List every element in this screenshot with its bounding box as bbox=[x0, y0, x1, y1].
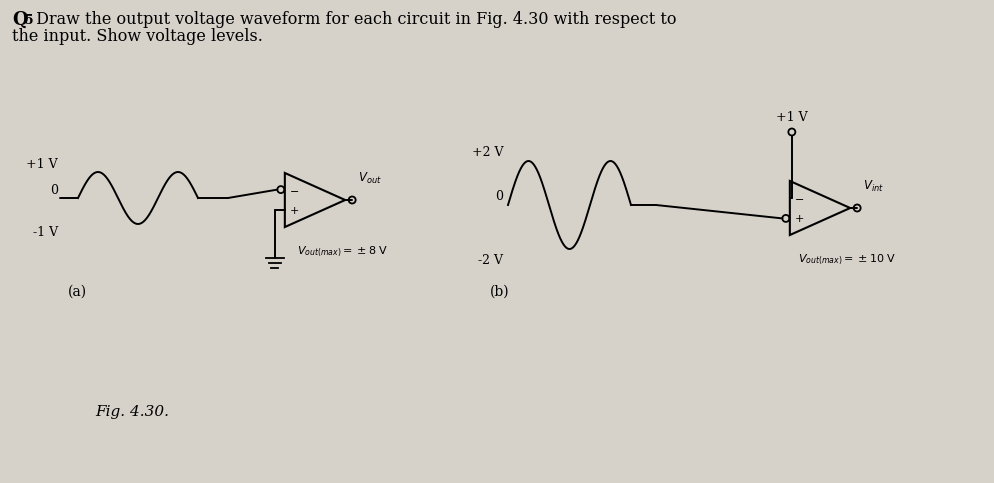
Text: (a): (a) bbox=[68, 285, 87, 299]
Text: $V_{out}$: $V_{out}$ bbox=[358, 171, 382, 186]
Text: +1 V: +1 V bbox=[776, 111, 808, 124]
Text: -1 V: -1 V bbox=[33, 226, 58, 239]
Text: $-$: $-$ bbox=[289, 185, 299, 195]
Text: 5: 5 bbox=[25, 14, 34, 27]
Text: $V_{int}$: $V_{int}$ bbox=[863, 179, 885, 194]
Text: $V_{out(max)} = \pm 8\ \mathrm{V}$: $V_{out(max)} = \pm 8\ \mathrm{V}$ bbox=[297, 245, 389, 259]
Text: Fig. 4.30.: Fig. 4.30. bbox=[95, 405, 169, 419]
Text: +2 V: +2 V bbox=[471, 146, 503, 159]
Text: (b): (b) bbox=[490, 285, 510, 299]
Text: $-$: $-$ bbox=[794, 193, 804, 202]
Text: 0: 0 bbox=[50, 184, 58, 197]
Text: $+$: $+$ bbox=[794, 213, 804, 224]
Text: -2 V: -2 V bbox=[478, 254, 503, 267]
Text: Draw the output voltage waveform for each circuit in Fig. 4.30 with respect to: Draw the output voltage waveform for eac… bbox=[31, 11, 677, 28]
Text: $+$: $+$ bbox=[289, 205, 299, 216]
Text: $V_{out(max)} = \pm 10\ \mathrm{V}$: $V_{out(max)} = \pm 10\ \mathrm{V}$ bbox=[798, 253, 897, 268]
Text: the input. Show voltage levels.: the input. Show voltage levels. bbox=[12, 28, 262, 45]
Text: 0: 0 bbox=[495, 190, 503, 203]
Text: +1 V: +1 V bbox=[27, 158, 58, 171]
Text: Q: Q bbox=[12, 11, 28, 29]
